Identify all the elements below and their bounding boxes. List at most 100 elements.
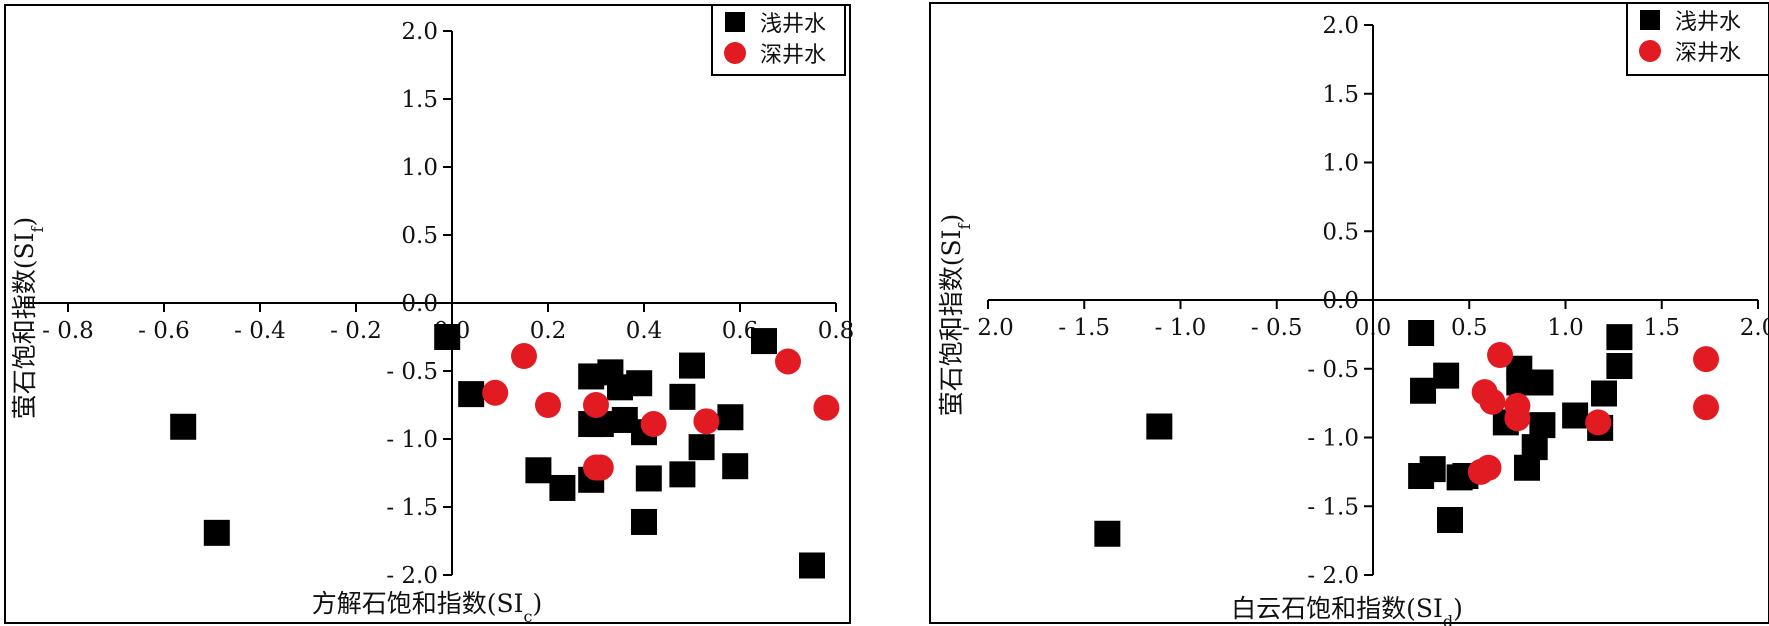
y-tick-label: 0.5 xyxy=(401,223,438,249)
y-axis-title-close: ) xyxy=(937,214,966,224)
x-axis-title-close: ) xyxy=(1453,594,1463,623)
data-point-circle xyxy=(775,348,801,375)
data-point-square xyxy=(1562,402,1589,429)
data-point-circle xyxy=(1693,346,1720,373)
y-tick-label: - 0.5 xyxy=(386,359,438,385)
data-point-square xyxy=(170,413,197,440)
x-axis-title: 白云石饱和指数(SId) xyxy=(1231,594,1463,626)
data-point-square xyxy=(525,457,552,484)
y-axis-title: 萤石饱和指数(SIf) xyxy=(10,217,47,419)
calcite-fluorite-scatter: - 0.8- 0.6- 0.4- 0.20.00.20.40.60.82.01.… xyxy=(4,4,854,626)
data-point-circle xyxy=(482,379,509,406)
y-tick-label: - 1.5 xyxy=(1307,494,1359,520)
data-point-square xyxy=(458,381,485,408)
y-axis-title-close: ) xyxy=(10,217,39,227)
y-tick-label: 0.5 xyxy=(1322,219,1359,245)
data-point-square xyxy=(1527,369,1554,396)
data-point-square xyxy=(1606,353,1633,379)
data-point-square xyxy=(751,328,777,355)
y-tick-label: - 2.0 xyxy=(386,563,438,589)
y-axis-title-sub: f xyxy=(28,225,47,232)
data-point-circle xyxy=(1475,454,1502,481)
data-point-square xyxy=(549,474,576,501)
data-point-circle xyxy=(1479,388,1506,415)
y-tick-label: - 2.0 xyxy=(1307,563,1359,589)
data-point-square xyxy=(679,352,705,379)
y-tick-label: 1.5 xyxy=(401,87,438,113)
y-axis-title-main: 萤石饱和指数(SI xyxy=(10,232,39,419)
dolomite-fluorite-scatter: - 2.0 - 1.5 - 1.0 - 0.5 0.0 0.5 1.0 1.5 2.0 2.0 1.… xyxy=(929,2,1769,626)
data-point-square xyxy=(717,404,744,431)
y-tick-label: 0.0 xyxy=(1322,288,1359,314)
legend-label-shallow: 浅井水 xyxy=(760,12,826,37)
x-tick-label: 0.2 xyxy=(530,318,567,344)
legend-label-deep: 深井水 xyxy=(1675,41,1741,66)
data-point-circle xyxy=(640,411,667,438)
y-tick-label: 0.0 xyxy=(401,291,438,317)
data-point-square xyxy=(1410,377,1437,404)
legend-marker-square xyxy=(725,12,745,32)
x-axis-title: 方解石饱和指数(SIc) xyxy=(312,589,543,626)
x-axis-title-main: 方解石饱和指数(SI xyxy=(312,589,524,618)
x-tick-label: - 2.0 xyxy=(962,315,1014,341)
series-deep-well xyxy=(482,343,840,481)
y-tick-label: - 1.0 xyxy=(1307,426,1359,452)
x-axis: - 2.0- 1.5- 1.0- 0.5 0.0 0.5 1.0 1.5 2.0 xyxy=(962,299,1769,341)
data-point-square xyxy=(688,434,715,461)
data-point-square xyxy=(669,461,696,488)
y-tick-label: - 1.5 xyxy=(386,495,438,521)
x-tick-label: 2.0 xyxy=(1740,315,1769,341)
x-tick-label: 0.5 xyxy=(1451,315,1488,341)
data-point-circle xyxy=(587,454,614,481)
data-point-square xyxy=(1408,320,1435,346)
x-axis-title-main: 白云石饱和指数(SI xyxy=(1231,594,1443,623)
series-deep-well xyxy=(1467,342,1720,485)
x-tick-label: 1.0 xyxy=(1547,315,1584,341)
data-point-square xyxy=(626,370,653,397)
data-point-square xyxy=(1433,362,1460,389)
y-tick-label: 1.0 xyxy=(1322,151,1359,177)
x-tick-label: - 0.2 xyxy=(330,318,382,344)
data-point-circle xyxy=(583,392,609,418)
y-axis: 2.0 1.5 1.0 0.5 0.0 - 0.5 - 1.0 - 1.5 - 2.0 xyxy=(1307,13,1374,589)
data-point-square xyxy=(203,519,230,546)
y-tick-label: 1.5 xyxy=(1322,82,1359,108)
data-point-square xyxy=(669,383,696,410)
y-tick-label: - 1.0 xyxy=(386,427,438,453)
data-point-square xyxy=(1606,324,1633,351)
data-point-square xyxy=(434,324,461,350)
plot-frame xyxy=(4,4,851,624)
legend-marker-circle xyxy=(724,42,746,64)
y-tick-label: - 0.5 xyxy=(1307,357,1359,383)
data-point-circle xyxy=(1585,409,1612,436)
data-point-circle xyxy=(1487,342,1514,368)
x-tick-label: 1.5 xyxy=(1643,315,1680,341)
legend-marker-square xyxy=(1640,10,1660,30)
data-point-square xyxy=(1419,456,1446,483)
x-tick-label: - 0.5 xyxy=(1251,315,1303,341)
plot-frame xyxy=(929,2,1769,624)
y-axis-title: 萤石饱和指数(SIf) xyxy=(937,214,974,416)
series-shallow-well xyxy=(1094,320,1633,547)
legend-marker-circle xyxy=(1639,40,1661,62)
legend-label-deep: 深井水 xyxy=(760,43,826,68)
y-tick-label: 1.0 xyxy=(401,155,438,181)
data-point-square xyxy=(722,453,749,480)
y-tick-label: 2.0 xyxy=(1322,13,1359,39)
data-point-circle xyxy=(693,408,720,435)
data-point-square xyxy=(1437,507,1463,533)
y-axis-title-main: 萤石饱和指数(SI xyxy=(937,229,966,416)
data-point-square xyxy=(635,465,662,492)
data-point-square xyxy=(799,552,825,579)
x-axis-title-sub: c xyxy=(524,607,533,626)
x-tick-label: - 0.6 xyxy=(138,318,190,344)
x-axis-title-close: ) xyxy=(532,589,542,618)
data-point-square xyxy=(1591,380,1617,407)
x-tick-label: - 0.8 xyxy=(42,318,94,344)
data-point-circle xyxy=(535,392,561,418)
data-point-circle xyxy=(1693,394,1720,421)
data-point-square xyxy=(1521,434,1548,461)
data-point-circle xyxy=(1504,405,1531,432)
